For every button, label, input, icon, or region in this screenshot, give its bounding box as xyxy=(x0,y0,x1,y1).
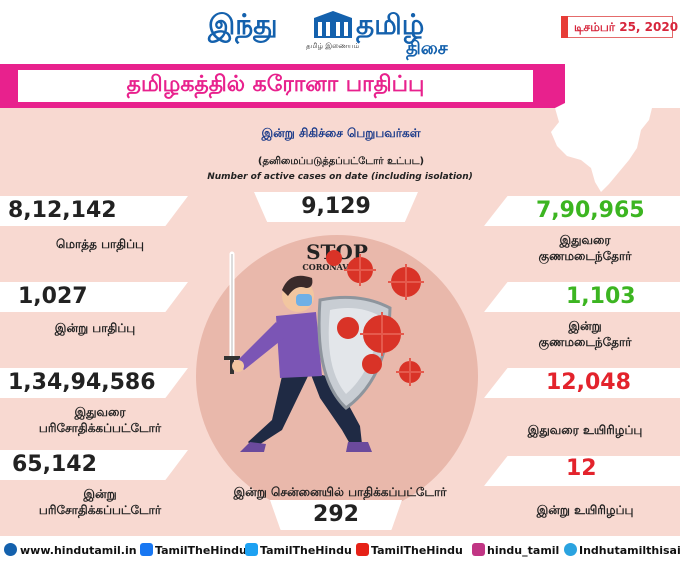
website-link[interactable]: www.hindutamil.in xyxy=(20,544,137,557)
logo-text-right: தமிழ் xyxy=(356,8,425,41)
hindu-tamil-logo: இந்து தமிழ் இணையம் தமிழ் திசை xyxy=(208,6,468,59)
stop-coronavirus-text: CORONAVIRUS xyxy=(302,262,372,272)
instagram-link[interactable]: hindu_tamil xyxy=(487,544,560,557)
today-recovered-label-2: குணமடைந்தோர் xyxy=(538,335,632,349)
total-cases-label: மொத்த பாதிப்பு xyxy=(56,237,144,251)
page-title: தமிழகத்தில் கரோனா பாதிப்பு xyxy=(126,72,425,97)
telegram-link[interactable]: Indhutamilthisai xyxy=(579,544,680,557)
total-deaths-box xyxy=(484,368,680,398)
footer-social-bar: www.hindutamil.in TamilTheHindu TamilThe… xyxy=(0,538,680,566)
logo-text-left: இந்து xyxy=(208,8,278,41)
logo-text-sub: திசை xyxy=(406,38,448,59)
today-deaths-value: 12 xyxy=(566,456,597,481)
total-recovered-box xyxy=(484,196,680,226)
total-deaths-value: 12,048 xyxy=(546,370,631,395)
today-recovered-value: 1,103 xyxy=(566,284,636,309)
total-recovered-value: 7,90,965 xyxy=(536,198,645,223)
total-deaths-label: இதுவரை உயிரிழப்பு xyxy=(527,423,643,437)
chennai-cases-label: இன்று சென்னையில் பாதிக்கப்பட்டோர் xyxy=(233,485,447,499)
today-tested-box xyxy=(0,450,188,480)
total-recovered-label-1: இதுவரை xyxy=(559,233,611,247)
globe-icon xyxy=(4,543,17,556)
today-cases-box xyxy=(0,282,188,312)
youtube-link[interactable]: TamilTheHindu xyxy=(371,544,463,557)
date-badge: டிசம்பர் 25, 2020 xyxy=(561,16,678,38)
total-cases-value: 8,12,142 xyxy=(8,198,117,223)
fighter-vs-virus-illustration xyxy=(224,250,424,452)
total-cases-box xyxy=(0,196,188,226)
facebook-icon xyxy=(140,543,153,556)
total-tested-label-2: பரிசோதிக்கப்பட்டோர் xyxy=(38,421,162,435)
active-cases-heading: இன்று சிகிச்சை பெறுபவர்கள் xyxy=(261,126,421,140)
chennai-cases-box xyxy=(270,500,402,530)
youtube-icon xyxy=(356,543,369,556)
twitter-link[interactable]: TamilTheHindu xyxy=(260,544,352,557)
title-banner-inner xyxy=(18,70,533,102)
active-cases-english-caption: Number of active cases on date (includin… xyxy=(207,172,473,182)
today-cases-label: இன்று பாதிப்பு xyxy=(54,321,136,335)
logo-tagline: தமிழ் இணையம் xyxy=(306,42,360,50)
total-recovered-label-2: குணமடைந்தோர் xyxy=(538,249,632,263)
tamil-nadu-map-icon xyxy=(551,60,653,192)
active-cases-value: 9,129 xyxy=(301,194,371,219)
active-cases-box xyxy=(254,192,418,222)
today-tested-label-1: இன்று xyxy=(83,487,117,501)
newspaper-emblem-icon xyxy=(314,11,352,38)
instagram-icon xyxy=(472,543,485,556)
today-recovered-label-1: இன்று xyxy=(568,319,602,333)
total-tested-value: 1,34,94,586 xyxy=(8,370,156,395)
facebook-link[interactable]: TamilTheHindu xyxy=(155,544,247,557)
date-accent-bar xyxy=(561,16,568,38)
total-tested-box xyxy=(0,368,188,398)
today-recovered-box xyxy=(484,282,680,312)
chennai-cases-value: 292 xyxy=(313,502,359,527)
today-cases-value: 1,027 xyxy=(18,284,88,309)
total-tested-label-1: இதுவரை xyxy=(74,405,126,419)
today-deaths-label: இன்று உயிரிழப்பு xyxy=(536,503,634,517)
date-text: டிசம்பர் 25, 2020 xyxy=(574,20,679,34)
twitter-icon xyxy=(245,543,258,556)
active-cases-subheading: (தனிமைப்படுத்தப்பட்டோர் உட்பட) xyxy=(257,156,425,167)
today-tested-label-2: பரிசோதிக்கப்பட்டோர் xyxy=(38,503,162,517)
today-deaths-box xyxy=(484,456,680,486)
telegram-icon xyxy=(564,543,577,556)
today-tested-value: 65,142 xyxy=(12,452,97,477)
